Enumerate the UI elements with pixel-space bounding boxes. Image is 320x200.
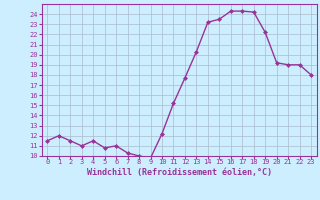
X-axis label: Windchill (Refroidissement éolien,°C): Windchill (Refroidissement éolien,°C) [87,168,272,177]
